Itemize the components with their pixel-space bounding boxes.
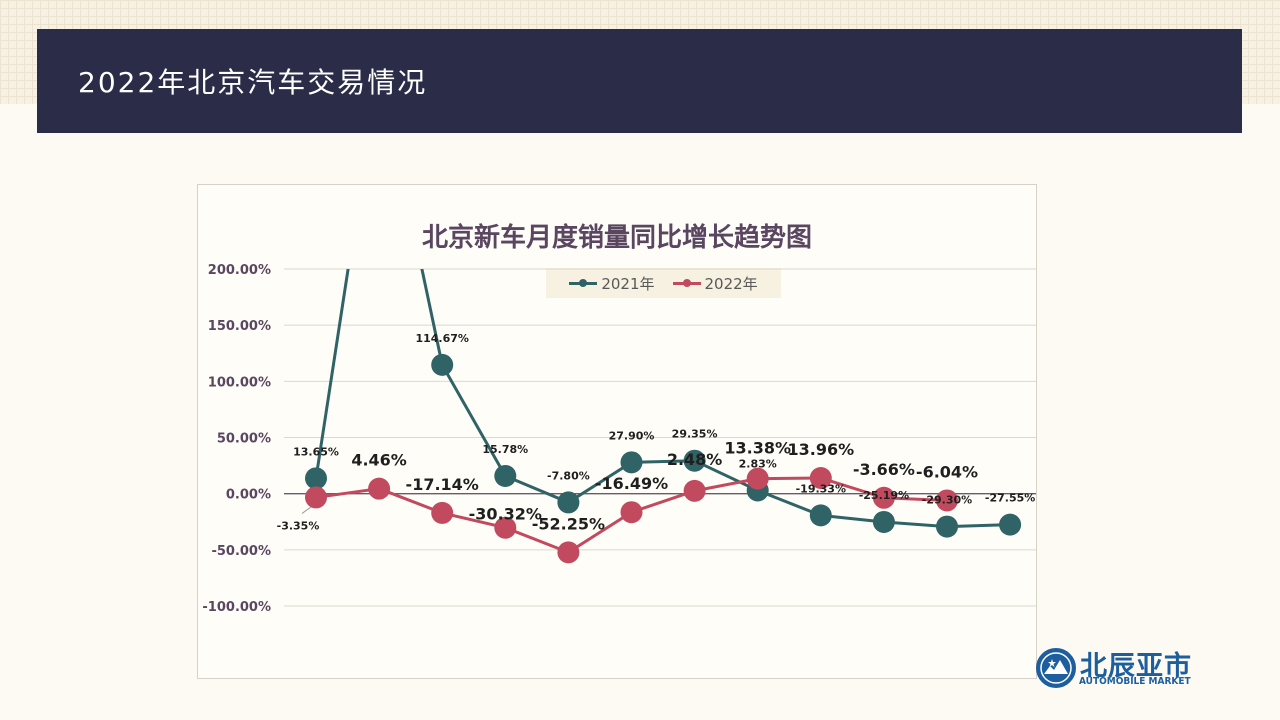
series-2022-data-label: -3.35% xyxy=(277,519,320,532)
series-2022-point xyxy=(620,501,643,524)
series-2022-data-label: -17.14% xyxy=(406,475,479,494)
series-2021-point xyxy=(999,513,1022,536)
title-banner: 2022年北京汽车交易情况 xyxy=(37,29,1242,133)
logo-emblem-icon xyxy=(1036,648,1076,688)
series-2022-point xyxy=(494,516,517,539)
legend-swatch-2021 xyxy=(569,277,598,289)
logo-english-text: AUTOMOBILE MARKET xyxy=(1079,676,1191,687)
series-2022-data-label: -30.32% xyxy=(469,505,542,524)
y-tick-label: 50.00% xyxy=(217,432,271,447)
series-2021-data-label: 2.83% xyxy=(739,457,777,470)
series-2021-point xyxy=(683,449,706,472)
series-2022-point xyxy=(368,477,391,500)
series-2022-point xyxy=(557,541,580,564)
chart-title: 北京新车月度销量同比增长趋势图 xyxy=(421,223,812,253)
series-2021-data-label: 15.78% xyxy=(482,443,528,456)
series-2022-point xyxy=(872,486,895,509)
series-2022-data-label: -6.04% xyxy=(916,462,978,481)
series-2022-data-label: -52.25% xyxy=(532,514,605,533)
series-2021-data-label: -25.19% xyxy=(859,489,909,502)
series-2022-data-label: 13.96% xyxy=(787,440,854,459)
chart-container: 北京新车月度销量同比增长趋势图 2021年 2022年 200.00% 150.0… xyxy=(197,184,1037,679)
series-2021-data-label: -7.80% xyxy=(547,469,590,482)
y-tick-label: 150.00% xyxy=(208,319,271,334)
series-2022-data-label: 4.46% xyxy=(351,451,407,470)
y-tick-label: 200.00% xyxy=(208,263,271,278)
series-2022-data-label: -3.66% xyxy=(853,460,915,479)
legend-label-2022: 2022年 xyxy=(704,274,758,293)
series-2021-data-label: -29.30% xyxy=(922,494,972,507)
legend-label-2021: 2021年 xyxy=(601,274,655,293)
series-2022-point xyxy=(809,466,832,489)
series-2021-data-label: 114.67% xyxy=(415,332,468,345)
logo-chinese-text: 北辰亚市 xyxy=(1080,651,1192,682)
y-tick-label: 0.00% xyxy=(226,488,271,503)
y-tick-label: 100.00% xyxy=(208,375,271,390)
line-chart-plot: 200.00%150.00%100.00%50.00%0.00%-50.00%-… xyxy=(202,263,1036,615)
brand-logo: 北辰亚市 AUTOMOBILE MARKET xyxy=(1036,648,1211,690)
series-2022-data-label: 2.48% xyxy=(667,450,723,469)
page-title: 2022年北京汽车交易情况 xyxy=(78,66,428,99)
chart-legend: 2021年 2022年 xyxy=(546,268,781,298)
series-2021-point xyxy=(557,491,580,514)
series-2021-data-label: 13.65% xyxy=(293,445,339,458)
y-tick-label: -100.00% xyxy=(202,600,271,615)
series-2021-point xyxy=(936,515,958,538)
series-2021-data-label: 29.35% xyxy=(672,428,718,441)
series-2022-point xyxy=(936,489,958,512)
legend-item-2022: 2022年 xyxy=(672,273,758,294)
series-2021-point xyxy=(305,467,327,490)
series-2022-point xyxy=(746,467,769,490)
series-2021-data-label: -19.33% xyxy=(796,482,846,495)
series-2021-point xyxy=(872,510,895,533)
legend-item-2021: 2021年 xyxy=(569,273,655,294)
legend-swatch-2022 xyxy=(672,277,701,289)
series-2022-point xyxy=(683,479,706,502)
series-2022-point xyxy=(305,486,327,509)
series-2021-point xyxy=(431,353,454,376)
series-2021-point xyxy=(809,504,832,527)
series-2021-point xyxy=(494,464,517,487)
y-tick-label: -50.00% xyxy=(211,544,271,559)
series-2021-point xyxy=(620,451,643,474)
series-2022-data-label: -16.49% xyxy=(595,474,668,493)
series-2021-data-label: -27.55% xyxy=(985,492,1035,505)
series-2022-point xyxy=(431,501,454,524)
series-2021-data-label: 27.90% xyxy=(609,429,655,442)
series-2022-data-label: 13.38% xyxy=(724,439,791,458)
